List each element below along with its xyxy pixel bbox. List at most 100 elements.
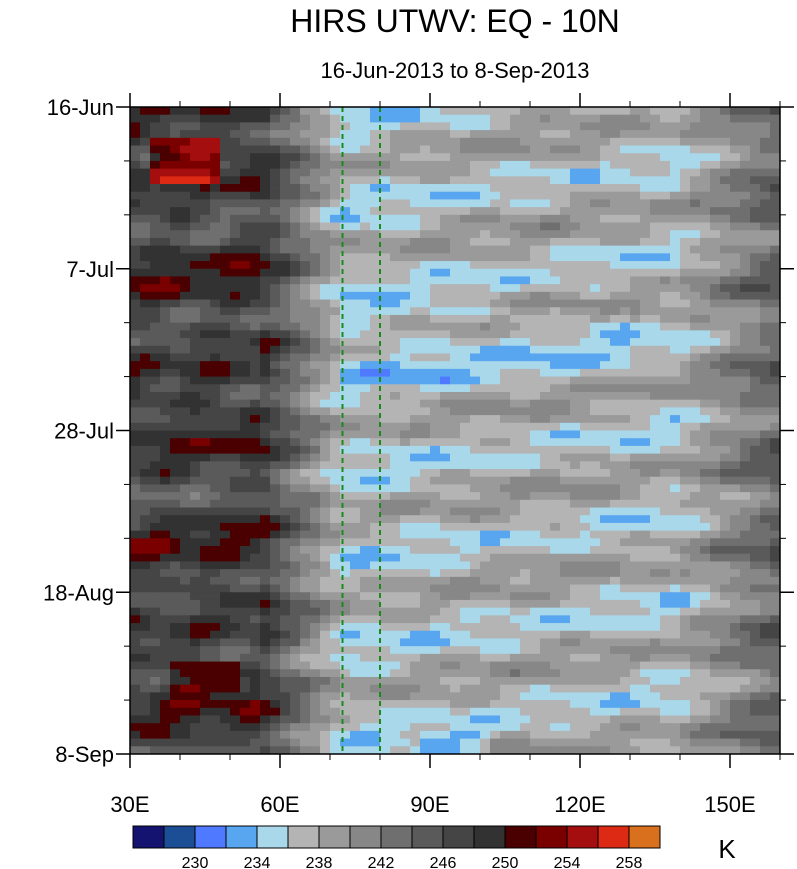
field-cell bbox=[310, 638, 321, 647]
field-cell bbox=[400, 245, 411, 254]
field-cell bbox=[560, 469, 571, 478]
field-cell bbox=[770, 561, 780, 570]
field-cell bbox=[340, 546, 351, 555]
field-cell bbox=[650, 338, 661, 347]
field-cell bbox=[410, 646, 421, 655]
field-cell bbox=[200, 114, 211, 123]
field-cell bbox=[260, 222, 271, 231]
field-cell bbox=[650, 453, 661, 462]
field-cell bbox=[680, 230, 691, 239]
field-cell bbox=[560, 214, 571, 224]
field-cell bbox=[180, 576, 191, 586]
field-cell bbox=[130, 391, 141, 401]
field-cell bbox=[420, 299, 431, 308]
field-cell bbox=[560, 646, 571, 655]
field-cell bbox=[360, 653, 371, 663]
field-cell bbox=[580, 484, 591, 493]
field-cell bbox=[470, 338, 481, 347]
field-cell bbox=[340, 653, 351, 663]
field-cell bbox=[270, 676, 281, 686]
field-cell bbox=[160, 168, 171, 177]
field-cell bbox=[460, 445, 471, 455]
field-cell bbox=[740, 646, 751, 655]
field-cell bbox=[280, 214, 291, 224]
field-cell bbox=[470, 368, 481, 378]
field-cell bbox=[290, 330, 301, 339]
field-cell bbox=[170, 245, 181, 254]
field-cell bbox=[440, 422, 451, 432]
field-cell bbox=[330, 391, 341, 401]
field-cell bbox=[330, 184, 341, 193]
field-cell bbox=[640, 569, 651, 578]
field-cell bbox=[130, 576, 141, 586]
field-cell bbox=[490, 361, 501, 370]
field-cell bbox=[670, 422, 681, 432]
field-cell bbox=[650, 438, 661, 447]
field-cell bbox=[560, 499, 571, 509]
field-cell bbox=[610, 230, 621, 239]
field-cell bbox=[420, 599, 431, 609]
field-cell bbox=[200, 176, 211, 185]
field-cell bbox=[690, 376, 701, 385]
field-cell bbox=[460, 330, 471, 339]
field-cell bbox=[460, 368, 471, 378]
field-cell bbox=[690, 661, 701, 670]
field-cell bbox=[590, 145, 601, 154]
field-cell bbox=[720, 322, 731, 331]
field-cell bbox=[180, 130, 191, 139]
field-cell bbox=[520, 430, 531, 439]
field-cell bbox=[650, 191, 661, 201]
field-cell bbox=[410, 222, 421, 231]
field-cell bbox=[420, 407, 431, 416]
field-cell bbox=[330, 561, 341, 570]
field-cell bbox=[330, 638, 341, 647]
field-cell bbox=[280, 507, 291, 516]
field-cell bbox=[580, 245, 591, 254]
field-cell bbox=[300, 253, 311, 262]
field-cell bbox=[270, 599, 281, 609]
field-cell bbox=[490, 569, 501, 578]
field-cell bbox=[290, 445, 301, 455]
field-cell bbox=[450, 499, 461, 509]
field-cell bbox=[300, 407, 311, 416]
field-cell bbox=[720, 623, 731, 632]
field-cell bbox=[150, 422, 161, 432]
field-cell bbox=[570, 592, 581, 601]
field-cell bbox=[660, 399, 671, 408]
field-cell bbox=[270, 330, 281, 339]
field-cell bbox=[540, 214, 551, 224]
field-cell bbox=[410, 476, 421, 486]
field-cell bbox=[610, 322, 621, 331]
field-cell bbox=[130, 176, 141, 185]
field-cell bbox=[300, 214, 311, 224]
field-cell bbox=[190, 692, 201, 701]
field-cell bbox=[570, 515, 581, 524]
field-cell bbox=[540, 484, 551, 493]
field-cell bbox=[180, 291, 191, 301]
field-cell bbox=[330, 499, 341, 509]
field-cell bbox=[140, 245, 151, 254]
field-cell bbox=[590, 153, 601, 162]
field-cell bbox=[740, 384, 751, 393]
field-cell bbox=[400, 176, 411, 185]
field-cell bbox=[260, 669, 271, 678]
field-cell bbox=[390, 160, 401, 170]
field-cell bbox=[410, 307, 421, 316]
field-cell bbox=[530, 245, 541, 254]
field-cell bbox=[340, 307, 351, 316]
field-cell bbox=[310, 353, 321, 362]
field-cell bbox=[550, 438, 561, 447]
field-cell bbox=[320, 176, 331, 185]
field-cell bbox=[720, 484, 731, 493]
field-cell bbox=[420, 284, 431, 293]
field-cell bbox=[690, 222, 701, 231]
field-cell bbox=[690, 445, 701, 455]
field-cell bbox=[640, 453, 651, 462]
field-cell bbox=[590, 692, 601, 701]
field-cell bbox=[170, 268, 181, 278]
field-cell bbox=[700, 253, 711, 262]
field-cell bbox=[420, 307, 431, 316]
field-cell bbox=[750, 137, 761, 147]
field-cell bbox=[310, 646, 321, 655]
field-cell bbox=[240, 314, 251, 324]
